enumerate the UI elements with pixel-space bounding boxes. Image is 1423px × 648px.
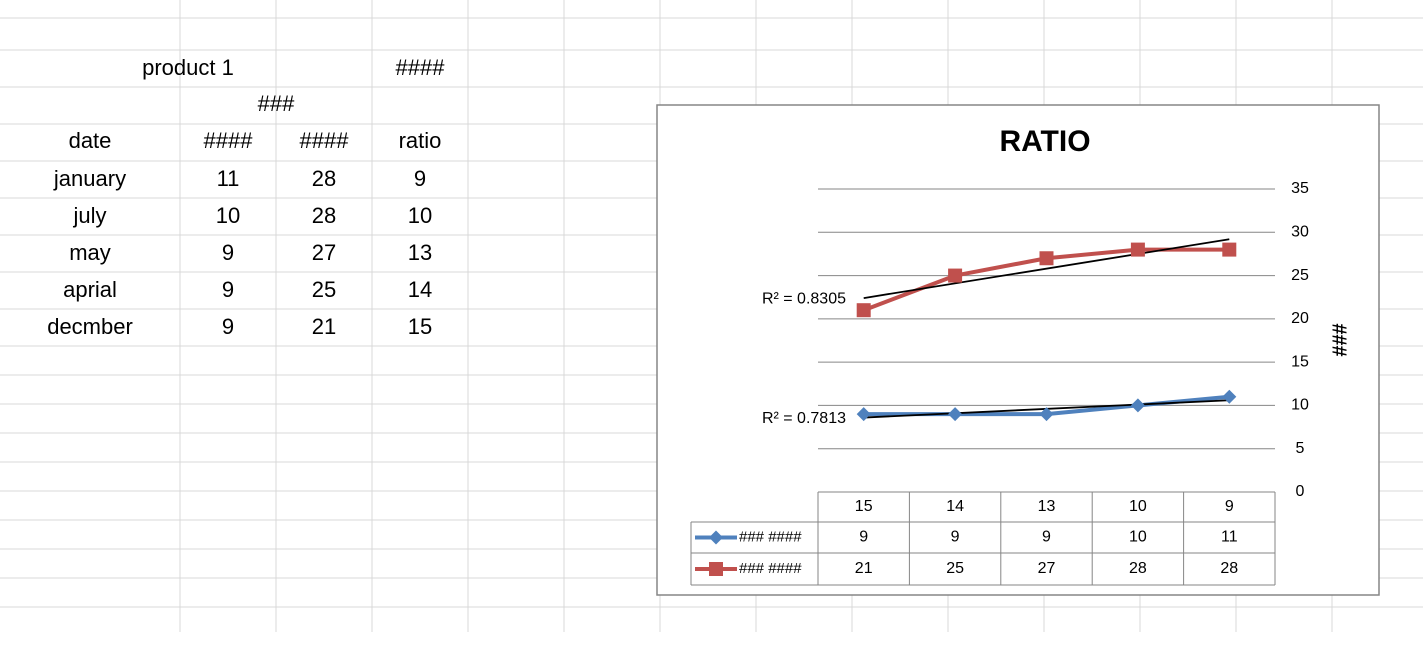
cell: january <box>53 166 126 191</box>
legend-label: ### #### <box>739 560 802 577</box>
marker <box>948 407 963 422</box>
title-value: #### <box>396 55 446 80</box>
cell: 9 <box>222 277 234 302</box>
cell: 28 <box>312 203 336 228</box>
cell: 13 <box>408 240 432 265</box>
marker <box>856 303 871 318</box>
table-value: 27 <box>1038 560 1056 577</box>
table-value: 9 <box>1042 529 1051 546</box>
table-value: 28 <box>1220 560 1238 577</box>
cell: may <box>69 240 111 265</box>
sub-header: ### <box>258 91 295 116</box>
table-value: 10 <box>1129 529 1147 546</box>
cell: 27 <box>312 240 336 265</box>
table-value: 28 <box>1129 560 1147 577</box>
header-cell: #### <box>300 128 350 153</box>
marker <box>1130 398 1145 413</box>
y-tick-label: 0 <box>1296 483 1305 500</box>
chart-frame[interactable] <box>656 104 1380 596</box>
y-tick-label: 30 <box>1291 224 1309 241</box>
y-tick-label: 35 <box>1291 180 1309 197</box>
marker <box>1222 242 1237 257</box>
header-cell: date <box>69 128 112 153</box>
cell: 10 <box>216 203 240 228</box>
header-cell: ratio <box>399 128 442 153</box>
table-value: 9 <box>859 529 868 546</box>
marker <box>1130 242 1145 257</box>
trendline <box>863 238 1230 299</box>
cell: 9 <box>414 166 426 191</box>
cell: 28 <box>312 166 336 191</box>
x-tick-label: 13 <box>1038 498 1056 515</box>
x-tick-label: 9 <box>1225 498 1234 515</box>
cell: aprial <box>63 277 117 302</box>
marker <box>1039 407 1054 422</box>
cell: 21 <box>312 314 336 339</box>
cell: 14 <box>408 277 432 302</box>
y-axis-label: ### <box>1328 323 1350 356</box>
y-tick-label: 15 <box>1291 353 1309 370</box>
trendline-label: R² = 0.7813 <box>762 410 846 427</box>
x-tick-label: 15 <box>855 498 873 515</box>
table-value: 21 <box>855 560 873 577</box>
sheet-title: product 1 <box>142 55 234 80</box>
cell: 25 <box>312 277 336 302</box>
y-tick-label: 5 <box>1296 440 1305 457</box>
marker <box>856 407 871 422</box>
marker <box>948 268 963 283</box>
marker <box>1222 389 1237 404</box>
y-tick-label: 10 <box>1291 397 1309 414</box>
legend-marker <box>709 530 723 545</box>
x-tick-label: 10 <box>1129 498 1147 515</box>
header-cell: #### <box>204 128 254 153</box>
legend-label: ### #### <box>739 528 802 545</box>
cell: 15 <box>408 314 432 339</box>
table-value: 9 <box>951 529 960 546</box>
table-value: 11 <box>1221 529 1238 546</box>
cell: decmber <box>47 314 133 339</box>
marker <box>1039 251 1054 266</box>
cell: 10 <box>408 203 432 228</box>
x-tick-label: 14 <box>946 498 964 515</box>
legend-marker <box>709 562 723 576</box>
trendline-label: R² = 0.8305 <box>762 290 846 307</box>
table-value: 25 <box>946 560 964 577</box>
cell: july <box>72 203 106 228</box>
cell: 9 <box>222 240 234 265</box>
chart-title: RATIO <box>999 125 1090 158</box>
cell: 11 <box>217 166 240 191</box>
y-tick-label: 20 <box>1291 310 1309 327</box>
cell: 9 <box>222 314 234 339</box>
y-tick-label: 25 <box>1291 267 1309 284</box>
